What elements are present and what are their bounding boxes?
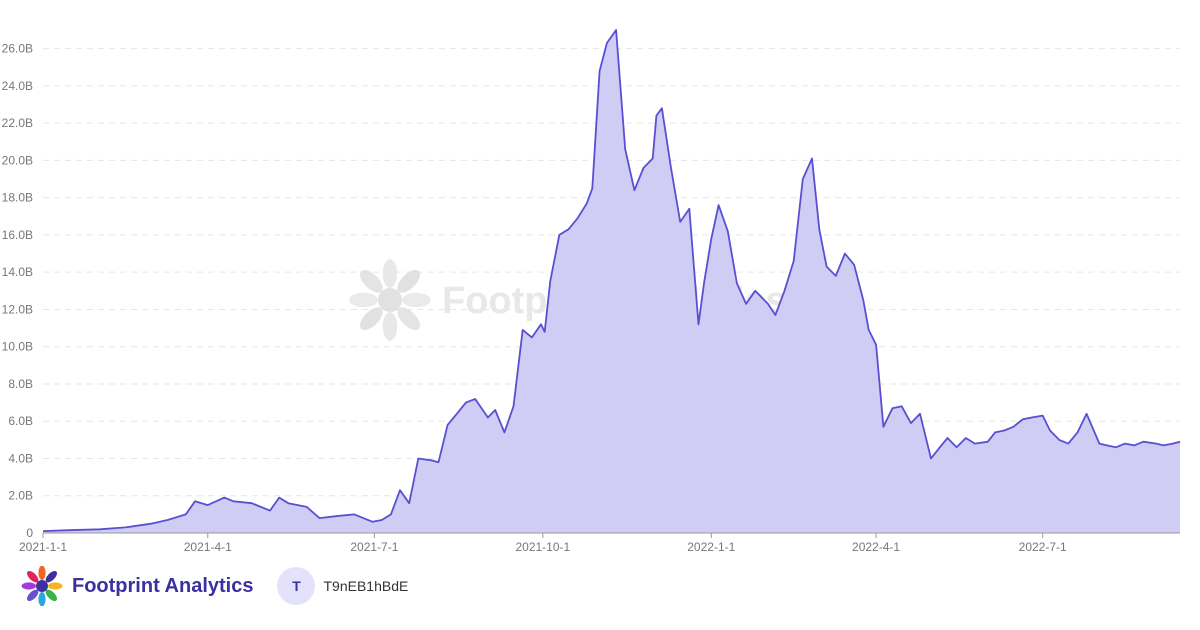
logo-center xyxy=(378,288,402,312)
logo-petal xyxy=(382,312,398,341)
logo-petal xyxy=(45,571,57,583)
y-tick-label: 4.0B xyxy=(8,451,33,465)
y-tick-label: 10.0B xyxy=(2,340,33,354)
logo-petal xyxy=(38,566,46,580)
logo-center xyxy=(36,580,48,592)
y-tick-label: 2.0B xyxy=(8,489,33,503)
series-line xyxy=(42,29,1181,532)
y-tick-label: 18.0B xyxy=(2,191,33,205)
logo-petal xyxy=(397,269,421,293)
logo-petal xyxy=(45,589,57,601)
logo-petal xyxy=(359,307,383,331)
x-tick-label: 2022-7-1 xyxy=(1019,540,1067,554)
logo-petal xyxy=(397,307,421,331)
logo-petal xyxy=(359,269,383,293)
x-axis-ticks: 2021-1-1 2021-4-1 2021-7-1 2021-10-1 2022-1-… xyxy=(19,533,1067,554)
x-tick-label: 2021-10-1 xyxy=(515,540,570,554)
y-tick-label: 12.0B xyxy=(2,302,33,316)
area-chart: Footprint Analytics 02.0B4.0B6.0B8.0B10.… xyxy=(2,29,1181,554)
footprint-logo-icon xyxy=(21,566,63,606)
y-tick-label: 6.0B xyxy=(8,414,33,428)
area-fill xyxy=(43,30,1180,533)
username[interactable]: T9nEB1hBdE xyxy=(323,578,409,594)
logo-petal xyxy=(38,592,46,606)
y-tick-label: 14.0B xyxy=(2,265,33,279)
footer: Footprint Analytics T T9nEB1hBdE xyxy=(20,566,408,606)
y-tick-label: 20.0B xyxy=(2,153,33,167)
logo-petal xyxy=(48,582,63,590)
y-tick-label: 16.0B xyxy=(2,228,33,242)
y-tick-label: 22.0B xyxy=(2,116,33,130)
logo-petal xyxy=(349,292,378,308)
logo-petal xyxy=(27,571,39,583)
footprint-logo-icon xyxy=(349,259,431,341)
logo-petal xyxy=(27,589,39,601)
brand[interactable]: Footprint Analytics xyxy=(20,566,253,606)
x-tick-label: 2022-1-1 xyxy=(687,540,735,554)
x-tick-label: 2021-7-1 xyxy=(350,540,398,554)
avatar[interactable]: T xyxy=(277,567,316,605)
y-tick-label: 0 xyxy=(26,526,33,540)
logo-petal xyxy=(402,292,431,308)
x-tick-label: 2022-4-1 xyxy=(852,540,900,554)
logo-petal xyxy=(21,582,36,590)
y-axis-ticks: 0 2.0B 4.0B 6.0B 8.0B 10.0B 12.0B 14.0B 16.0B 18.… xyxy=(2,42,34,540)
x-tick-label: 2021-1-1 xyxy=(19,540,67,554)
x-tick-label: 2021-4-1 xyxy=(184,540,232,554)
y-tick-label: 26.0B xyxy=(2,42,33,56)
y-tick-label: 8.0B xyxy=(8,377,33,391)
brand-name: Footprint Analytics xyxy=(72,574,254,597)
logo-petal xyxy=(382,259,398,288)
y-tick-label: 24.0B xyxy=(2,79,33,93)
